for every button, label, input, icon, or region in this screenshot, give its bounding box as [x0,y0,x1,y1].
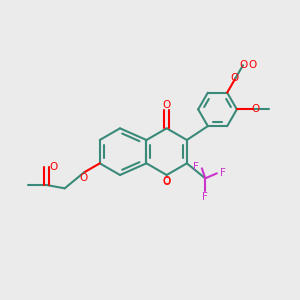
Text: O: O [230,73,238,83]
Text: O: O [248,60,256,70]
Text: O: O [49,162,57,172]
Text: F: F [220,168,226,178]
Text: O: O [239,60,247,70]
Text: O: O [80,173,88,184]
Text: O: O [163,176,171,186]
Text: O: O [251,104,259,114]
Text: O: O [163,100,171,110]
Text: F: F [202,192,208,202]
Text: O: O [163,177,171,187]
Text: F: F [193,162,199,172]
